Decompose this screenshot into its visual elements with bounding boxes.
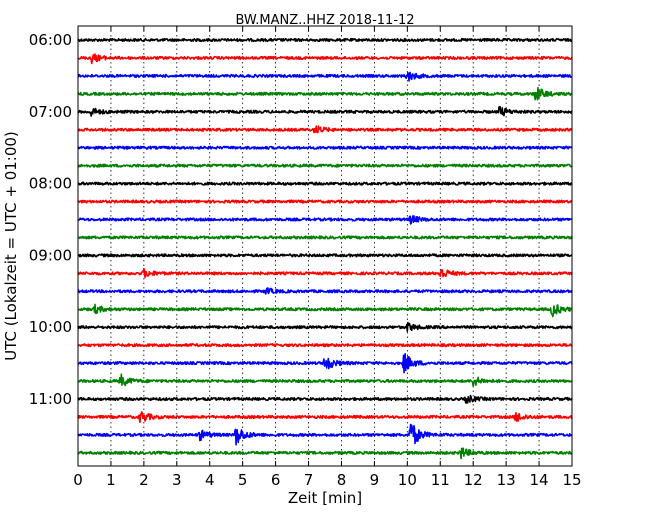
trace-0630	[77, 71, 573, 82]
x-tick-label: 2	[139, 471, 149, 489]
trace-1100	[77, 394, 573, 404]
trace-0945	[77, 303, 573, 318]
trace-1015	[77, 343, 573, 348]
trace-0845	[77, 235, 573, 240]
trace-0615	[77, 53, 573, 65]
x-tick-label: 15	[562, 471, 581, 489]
trace-0800	[77, 181, 573, 186]
x-tick-label: 4	[205, 471, 215, 489]
x-tick-label: 10	[398, 471, 417, 489]
trace-1130	[77, 423, 573, 446]
y-tick-label: 11:00	[29, 390, 72, 408]
trace-1000	[77, 321, 573, 333]
trace-0815	[77, 199, 573, 204]
trace-0700	[77, 105, 573, 117]
plot-frame	[77, 25, 573, 467]
y-tick-label: 09:00	[29, 246, 72, 264]
x-tick-label: 11	[431, 471, 450, 489]
y-axis-ticks: 06:00 07:00 08:00 09:00 10:00 11:00	[29, 31, 572, 408]
y-tick-label: 10:00	[29, 318, 72, 336]
trace-0930	[77, 287, 573, 295]
x-grid	[110, 26, 540, 466]
trace-0600	[77, 37, 573, 43]
x-tick-label: 8	[337, 471, 347, 489]
chart-title: BW.MANZ..HHZ 2018-11-12	[235, 13, 414, 28]
trace-group	[77, 37, 573, 460]
trace-0900	[77, 253, 573, 258]
y-tick-label: 08:00	[29, 175, 72, 193]
trace-1030	[77, 352, 573, 374]
y-axis-label: UTC (Lokalzeit = UTC + 01:00)	[2, 131, 20, 361]
trace-0745	[77, 163, 573, 168]
x-tick-label: 9	[370, 471, 380, 489]
x-tick-label: 1	[106, 471, 116, 489]
x-axis-ticks: 0 1 2 3 4 5 6 7 8 9 10 11 12 13 14 15	[73, 26, 582, 489]
y-tick-label: 07:00	[29, 103, 72, 121]
trace-0645	[77, 86, 573, 101]
trace-1145	[77, 447, 573, 460]
x-tick-label: 14	[530, 471, 549, 489]
x-tick-label: 7	[304, 471, 314, 489]
x-tick-label: 6	[271, 471, 281, 489]
trace-1045	[77, 373, 573, 387]
x-tick-label: 0	[73, 471, 83, 489]
trace-0730	[77, 145, 573, 150]
x-tick-label: 5	[238, 471, 248, 489]
trace-1115	[77, 411, 573, 424]
x-tick-label: 13	[497, 471, 516, 489]
trace-0830	[77, 215, 573, 225]
trace-0715	[77, 125, 573, 134]
x-tick-label: 12	[464, 471, 483, 489]
y-tick-label: 06:00	[29, 31, 72, 49]
x-tick-label: 3	[172, 471, 182, 489]
x-axis-label: Zeit [min]	[288, 489, 362, 507]
trace-0915	[77, 267, 573, 279]
